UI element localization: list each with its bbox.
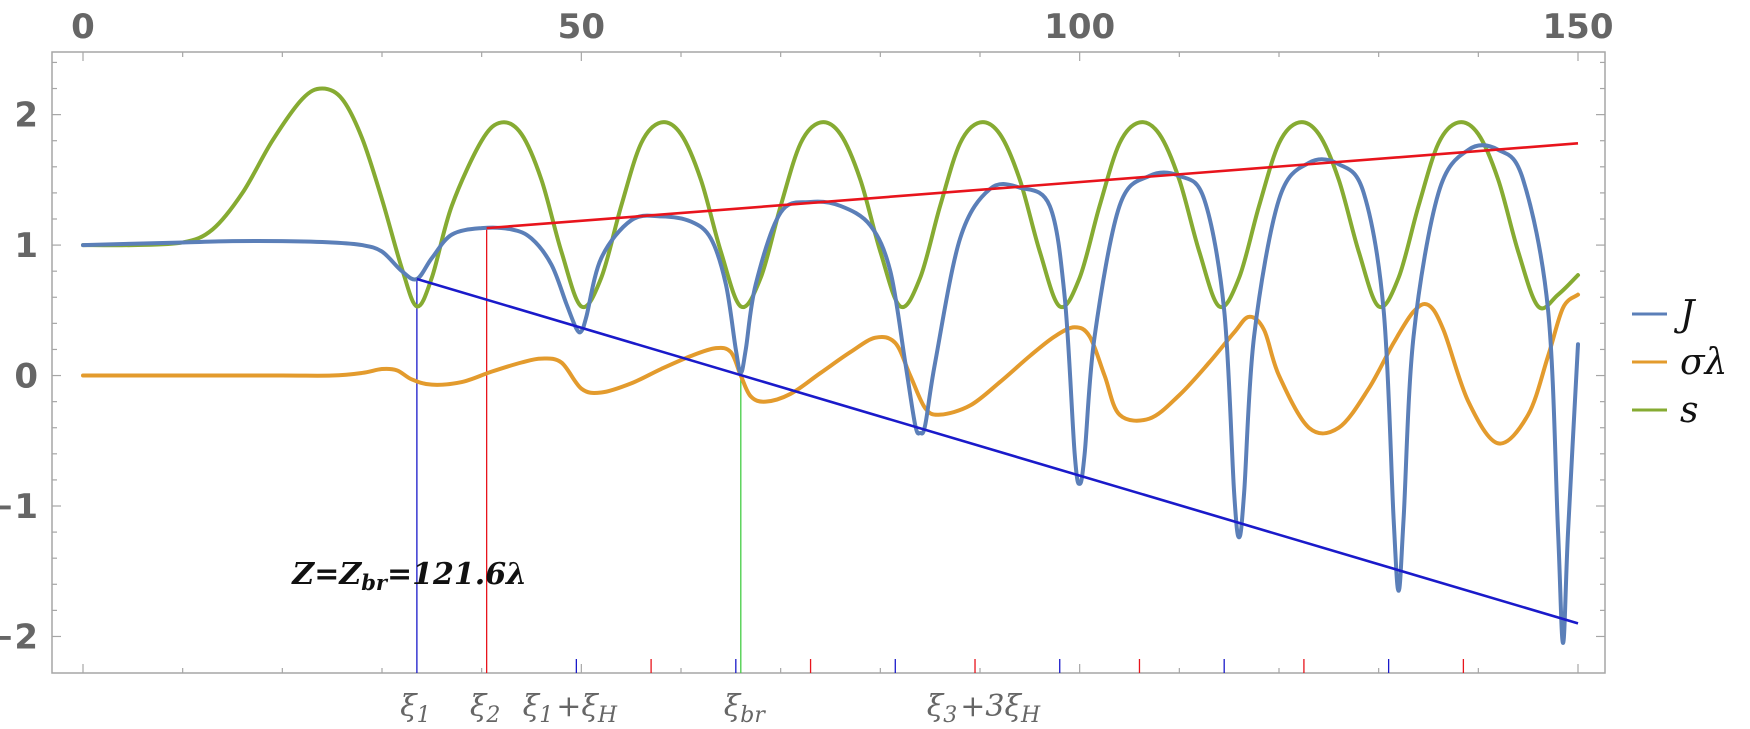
annotation-text: Z=Zbr=121.6λ (291, 557, 527, 595)
reference-lines (416, 142, 1579, 625)
xi-label: ξbr (724, 689, 768, 724)
y-tick-label: −1 (0, 487, 38, 527)
vertical-markers (416, 228, 742, 673)
legend-label: J (1673, 294, 1697, 335)
xi-label: ξ3 +3ξH (927, 689, 1043, 724)
y-tick-label: 1 (14, 226, 38, 266)
upper-envelope-line (486, 142, 1579, 230)
series-line-s (81, 86, 1580, 311)
y-tick-label: −2 (0, 617, 38, 657)
legend-label: s (1680, 390, 1698, 431)
x-tick-label: 50 (558, 7, 605, 47)
lower-envelope-line (416, 277, 1579, 625)
xi-label: ξ2 (470, 689, 504, 724)
xi-labels: ξ1 ξ2 ξ1 +ξH ξbr ξ3 +3ξH (400, 689, 1043, 728)
series-line-sigma-lambda (81, 292, 1580, 446)
y-tick-label: 2 (14, 96, 38, 136)
legend-label: σλ (1680, 342, 1727, 383)
xi-label: ξ1 (400, 689, 434, 724)
x-tick-label: 150 (1543, 7, 1614, 47)
legend: Jσλ s (1632, 294, 1727, 431)
frame-ticks (52, 52, 1605, 673)
top-tick-labels: 0 50 100 150 (71, 7, 1613, 47)
y-tick-label: 0 (14, 357, 38, 397)
plot-frame (51, 51, 1606, 674)
left-tick-labels: −2 −1 0 1 2 (0, 96, 38, 658)
annotation-group: Z=Zbr=121.6λ (291, 557, 527, 595)
x-tick-label: 0 (71, 7, 95, 47)
bottom-marker-ticks (575, 659, 1465, 673)
x-tick-label: 100 (1044, 7, 1115, 47)
xi-label: ξ1 +ξH (523, 689, 620, 724)
